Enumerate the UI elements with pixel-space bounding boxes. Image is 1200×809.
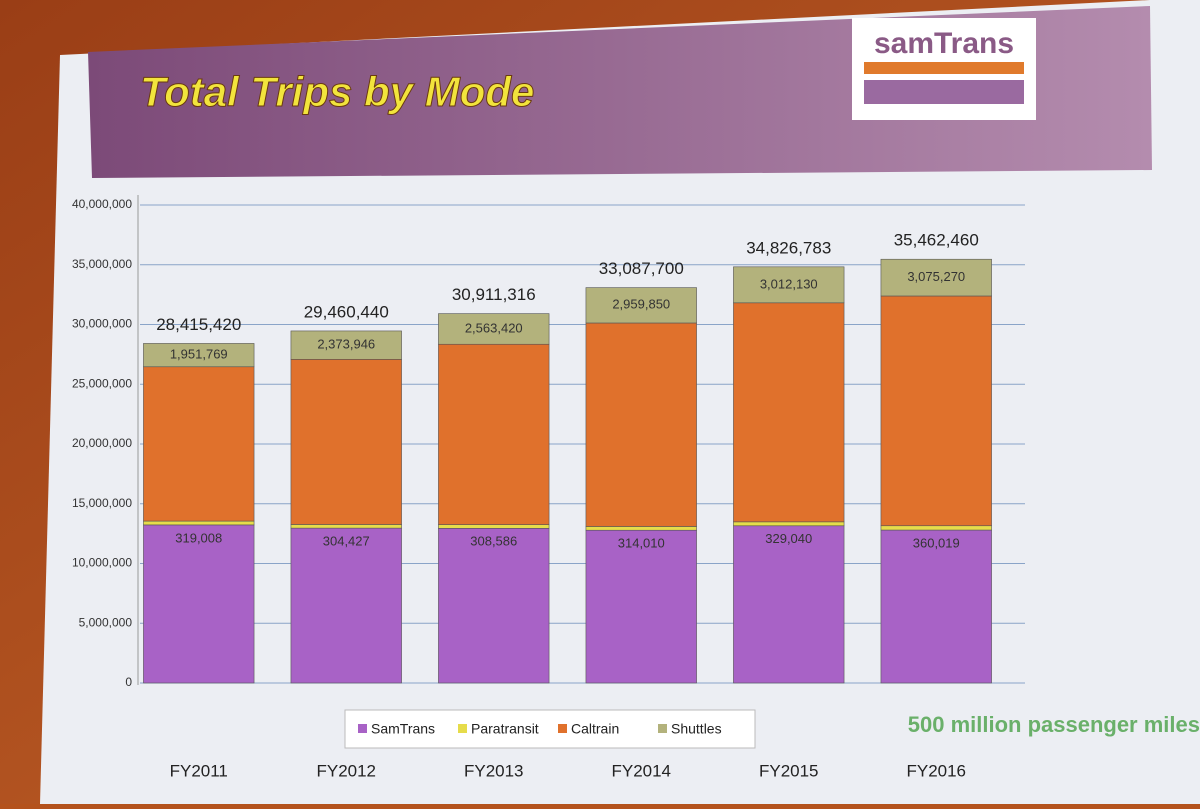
y-tick-label: 40,000,000 (72, 197, 132, 211)
bar-segment (880, 295, 992, 527)
bar-segment (143, 524, 255, 684)
x-tick-label: FY2012 (316, 761, 376, 780)
bar-segment (290, 527, 402, 684)
total-label: 35,462,460 (894, 231, 979, 250)
data-label: 308,586 (470, 534, 517, 549)
annotation: 500 million passenger miles (908, 712, 1200, 737)
logo-stripe (864, 62, 1024, 74)
logo-text: samTrans (874, 27, 1014, 60)
total-label: 29,460,440 (304, 302, 389, 321)
data-label: 1,951,769 (170, 347, 228, 362)
legend-swatch (558, 724, 567, 733)
total-label: 34,826,783 (746, 238, 831, 257)
total-label: 30,911,316 (452, 285, 536, 304)
y-tick-label: 10,000,000 (72, 556, 132, 570)
y-tick-label: 30,000,000 (72, 317, 132, 331)
data-label: 319,008 (175, 530, 222, 545)
bar-segment (585, 529, 697, 684)
data-label: 360,019 (913, 535, 960, 550)
bar-segment (585, 526, 697, 531)
data-label: 2,563,420 (465, 320, 523, 335)
data-label: 3,075,270 (907, 269, 965, 284)
bar-segment (290, 330, 402, 360)
legend-label: Caltrain (571, 721, 619, 737)
bar-segment (880, 258, 992, 297)
x-tick-label: FY2016 (906, 761, 966, 780)
chart-title: Total Trips by Mode (140, 68, 534, 115)
data-label: 3,012,130 (760, 276, 818, 291)
legend-label: Shuttles (671, 721, 722, 737)
bar-segment (733, 521, 845, 527)
bar-segment (438, 343, 550, 525)
bar-segment (438, 524, 550, 529)
data-label: 329,040 (765, 531, 812, 546)
x-tick-label: FY2013 (464, 761, 524, 780)
bar-segment (585, 322, 697, 527)
data-label: 2,959,850 (612, 297, 670, 312)
legend-label: SamTrans (371, 721, 435, 737)
bar-segment (438, 528, 550, 684)
y-tick-label: 15,000,000 (72, 496, 132, 510)
x-tick-label: FY2014 (611, 761, 671, 780)
bar-segment (880, 529, 992, 684)
bar-segment (733, 302, 845, 523)
data-label: 304,427 (323, 534, 370, 549)
y-tick-label: 25,000,000 (72, 376, 132, 390)
data-label: 314,010 (618, 536, 665, 551)
legend-label: Paratransit (471, 721, 539, 737)
bar-segment (290, 524, 402, 529)
legend-swatch (358, 724, 367, 733)
data-label: 2,373,946 (317, 337, 375, 352)
logo-stripe (864, 80, 1024, 104)
total-label: 28,415,420 (156, 315, 241, 334)
y-tick-label: 5,000,000 (79, 615, 133, 629)
total-label: 33,087,700 (599, 259, 684, 278)
bar-segment (733, 266, 845, 304)
legend (344, 709, 756, 749)
bar-segment (290, 359, 402, 525)
bar-segment (733, 525, 845, 684)
y-tick-label: 35,000,000 (72, 257, 132, 271)
y-tick-label: 20,000,000 (72, 436, 132, 450)
bar-segment (143, 520, 255, 526)
x-tick-label: FY2011 (170, 761, 228, 780)
bar-segment (880, 525, 992, 531)
bar-segment (143, 343, 255, 368)
x-tick-label: FY2015 (759, 761, 819, 780)
bar-segment (438, 313, 550, 345)
y-tick-label: 0 (125, 675, 132, 689)
bar-segment (585, 287, 697, 324)
bar-segment (143, 366, 255, 522)
legend-swatch (658, 724, 667, 733)
legend-swatch (458, 724, 467, 733)
